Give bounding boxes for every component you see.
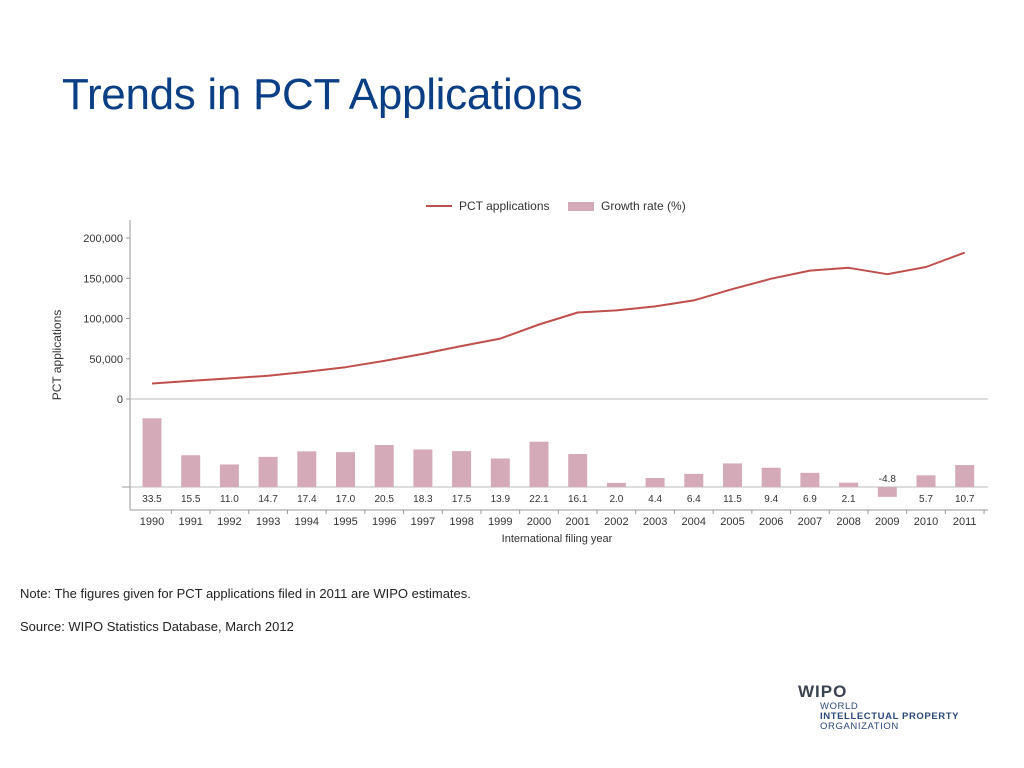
x-tick-label: 2001 (565, 516, 589, 528)
x-tick-label: 1996 (372, 516, 396, 528)
growth-bar (452, 451, 472, 487)
legend-line-label: PCT applications (459, 199, 550, 213)
x-tick-label: 2005 (720, 516, 744, 528)
growth-bar (181, 455, 201, 487)
growth-label: 20.5 (374, 494, 394, 505)
x-tick-label: 2010 (914, 516, 938, 528)
x-tick-label: 1994 (295, 516, 319, 528)
growth-bar (877, 487, 897, 497)
growth-label: 9.4 (764, 494, 778, 505)
growth-label: 6.9 (803, 494, 817, 505)
x-tick-label: 2002 (604, 516, 628, 528)
y-axis-label: PCT applications (50, 310, 64, 401)
growth-bar (413, 449, 433, 487)
x-tick-label: 1990 (140, 516, 164, 528)
y-tick-label: 0 (117, 394, 123, 406)
growth-label: 17.0 (336, 494, 356, 505)
growth-label: 18.3 (413, 494, 433, 505)
growth-bar (374, 444, 394, 487)
growth-label: 33.5 (142, 494, 162, 505)
x-tick-label: 2006 (759, 516, 783, 528)
x-tick-label: 2000 (527, 516, 551, 528)
x-tick-label: 1998 (449, 516, 473, 528)
y-tick-label: 150,000 (83, 273, 123, 285)
wipo-logo: WIPO WORLD INTELLECTUAL PROPERTY ORGANIZ… (798, 682, 998, 742)
growth-bar (684, 473, 704, 487)
growth-bar (219, 464, 239, 487)
growth-label: 16.1 (568, 494, 588, 505)
x-tick-label: 2003 (643, 516, 667, 528)
growth-label: 10.7 (955, 494, 975, 505)
growth-bar (297, 451, 317, 487)
wipo-logo-line-2: INTELLECTUAL PROPERTY (820, 711, 960, 722)
growth-bar (916, 475, 936, 487)
growth-bar (529, 441, 549, 487)
x-tick-label: 1992 (217, 516, 241, 528)
x-axis-label: International filing year (502, 533, 613, 545)
growth-bar (955, 465, 975, 487)
growth-bar (723, 463, 742, 487)
growth-label: 17.4 (297, 494, 317, 505)
growth-bar (761, 467, 781, 487)
y-tick-label: 200,000 (83, 233, 123, 245)
x-tick-label: 1993 (256, 516, 280, 528)
x-tick-label: 2008 (836, 516, 860, 528)
growth-label: 14.7 (258, 494, 278, 505)
x-tick-label: 1995 (333, 516, 357, 528)
growth-label: -4.8 (879, 474, 897, 485)
growth-label: 4.4 (648, 494, 662, 505)
growth-label: 2.1 (842, 494, 856, 505)
estimate-note: Note: The figures given for PCT applicat… (20, 586, 471, 601)
x-tick-label: 2011 (953, 516, 977, 528)
x-tick-label: 1999 (488, 516, 512, 528)
growth-bar (568, 453, 588, 487)
growth-label: 22.1 (529, 494, 549, 505)
slide-title: Trends in PCT Applications (62, 70, 583, 119)
growth-label: 17.5 (452, 494, 472, 505)
legend-bar-swatch (568, 202, 594, 211)
y-tick-label: 100,000 (83, 314, 123, 326)
x-tick-label: 2007 (798, 516, 822, 528)
source-note: Source: WIPO Statistics Database, March … (20, 619, 294, 634)
growth-label: 2.0 (609, 494, 623, 505)
growth-bar (800, 472, 820, 487)
x-tick-label: 1997 (411, 516, 435, 528)
x-tick-label: 2004 (682, 516, 706, 528)
x-tick-label: 2009 (875, 516, 899, 528)
applications-line (151, 251, 966, 385)
growth-bar (490, 458, 510, 487)
growth-label: 6.4 (687, 494, 701, 505)
legend-bar-label: Growth rate (%) (601, 199, 686, 213)
x-tick-label: 1991 (178, 516, 202, 528)
pct-chart: 0 50,000 100,000 150,000 200,000 PCT applicat… (50, 199, 988, 545)
wipo-logo-line-1: WORLD (820, 701, 859, 712)
growth-label: 15.5 (181, 494, 201, 505)
growth-label: 11.0 (220, 494, 239, 505)
growth-bar (606, 482, 626, 487)
growth-label: 11.5 (723, 494, 742, 505)
wipo-logo-line-3: ORGANIZATION (820, 721, 899, 732)
growth-bar (839, 482, 859, 487)
growth-label: 13.9 (491, 494, 511, 505)
wipo-logo-word: WIPO (798, 682, 848, 701)
growth-bar (645, 477, 665, 487)
growth-bar (336, 452, 355, 487)
growth-bar (258, 456, 278, 487)
y-tick-label: 50,000 (89, 354, 123, 366)
growth-bar (142, 418, 162, 487)
growth-label: 5.7 (919, 494, 933, 505)
